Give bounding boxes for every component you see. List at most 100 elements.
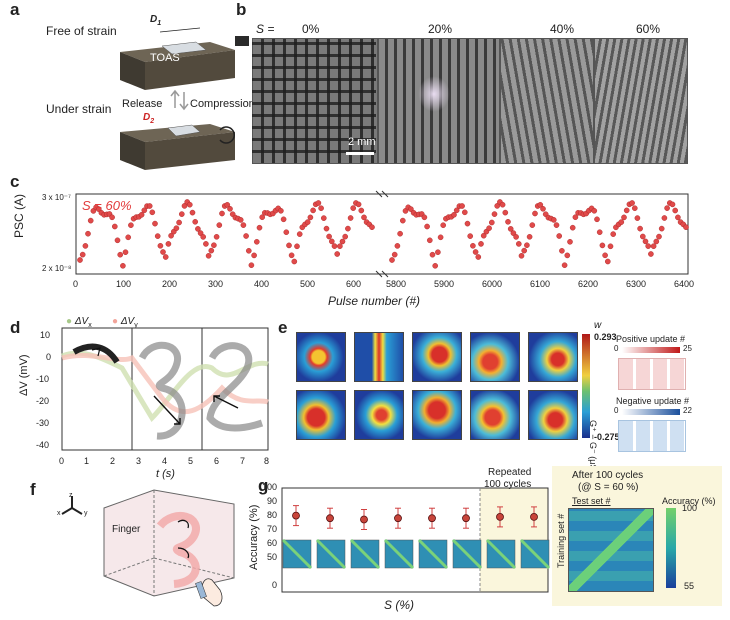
psc-point [165, 241, 172, 247]
psc-point [421, 214, 428, 221]
positive-update-label: Positive update # [616, 334, 686, 344]
accuracy-point [496, 512, 504, 521]
psc-point [216, 222, 223, 228]
psc-point [149, 209, 156, 216]
cbar-max: 0.293 [594, 332, 617, 342]
accuracy-point [428, 514, 436, 523]
toas-label: TOAS [150, 52, 180, 64]
psc-point [561, 262, 568, 268]
psc-point [361, 214, 367, 221]
psc-point [510, 230, 517, 236]
scale-bar-label: 2 mm [348, 136, 376, 148]
free-of-strain-label: Free of strain [46, 24, 117, 38]
psc-point [213, 234, 220, 240]
finger-writing-box [103, 489, 235, 607]
psc-point [240, 222, 247, 228]
psc-point [200, 234, 206, 240]
g-xlabel: S (%) [384, 598, 414, 612]
psc-point [451, 211, 457, 218]
psc-point [537, 202, 544, 208]
psc-point [203, 241, 209, 247]
pos-max: 25 [683, 344, 692, 353]
psc-point [109, 214, 115, 221]
psc-point [162, 254, 169, 260]
panel-f-label: f [30, 480, 36, 499]
psc-point [122, 249, 129, 256]
psc-point [518, 253, 525, 259]
psc-point [358, 207, 365, 214]
mini-matrix-diagonal [349, 538, 381, 570]
psc-point [605, 258, 611, 265]
psc-point [426, 237, 433, 244]
panel-g-label: g [258, 476, 269, 495]
neg-max: 22 [683, 406, 692, 415]
psc-point [653, 238, 660, 245]
psc-point [658, 225, 665, 232]
psc-point [205, 253, 212, 259]
g-repeated-label-1: Repeated [488, 467, 532, 478]
strain-20-label: 20% [428, 22, 453, 36]
g-yticks: 100 90 80 70 60 50 0 [262, 482, 278, 590]
weight-map-2 [354, 332, 404, 382]
axis-z-label: z [69, 492, 73, 499]
psc-point [602, 252, 608, 259]
psc-point [114, 237, 121, 244]
psc-point [192, 218, 198, 225]
negative-colorbar [622, 409, 680, 415]
g-testset-label: Test set # [572, 496, 611, 506]
psc-point [85, 230, 91, 237]
psc-point [248, 262, 255, 268]
mini-matrix-diagonal [315, 538, 347, 570]
mini-matrix-diagonal [485, 538, 517, 570]
psc-point [464, 220, 471, 227]
psc-point [656, 233, 662, 240]
psc-point [599, 242, 606, 249]
psc-point [475, 254, 482, 260]
g-ylabel: Accuracy (%) [248, 504, 260, 570]
d-yticks: 10 0 -10 -20 -30 -40 [36, 330, 52, 450]
accuracy-point [530, 512, 538, 521]
psc-point [146, 203, 153, 209]
axis-x-label: x [57, 510, 61, 517]
psc-point [559, 248, 565, 254]
psc-point [251, 252, 257, 259]
psc-point [556, 233, 563, 239]
d2-label: D2 [143, 112, 155, 125]
psc-point [453, 207, 460, 214]
psc-point [478, 241, 484, 247]
psc-point [259, 214, 265, 221]
psc-point [645, 243, 652, 249]
psc-point [432, 263, 439, 269]
psc-point [499, 201, 506, 208]
psc-point [459, 203, 465, 209]
psc-point [87, 217, 94, 224]
psc-point [467, 233, 474, 239]
release-compression-arrows [170, 89, 189, 111]
psc-point [672, 207, 679, 214]
c-xticks-right: 5800 5900 6000 6100 6200 6300 6400 [386, 279, 695, 289]
weight-map-5 [528, 332, 578, 382]
psc-point [429, 251, 436, 258]
psc-point [347, 215, 354, 221]
psc-point [470, 243, 476, 249]
psc-point [507, 226, 514, 232]
psc-point [189, 209, 196, 216]
psc-point [307, 214, 314, 221]
g-trainset-label: Training set # [556, 513, 566, 568]
psc-point [648, 251, 654, 257]
d-xticks: 0 1 2 3 4 5 6 7 8 [59, 456, 270, 466]
c-ytick-top: 3 x 10⁻⁷ [42, 193, 71, 202]
psc-point [634, 215, 641, 221]
psc-point [424, 223, 430, 230]
psc-point [472, 249, 479, 255]
g-after-label: After 100 cycles [572, 470, 644, 481]
psc-point [288, 252, 295, 259]
psc-chart [75, 190, 689, 278]
psc-point [237, 217, 244, 223]
psc-point [286, 242, 292, 249]
g-accuracy-label: Accuracy (%) [662, 496, 716, 506]
weight-map-4 [470, 332, 520, 382]
psc-point [540, 206, 546, 212]
psc-point [304, 219, 311, 225]
release-label: Release [122, 98, 163, 110]
